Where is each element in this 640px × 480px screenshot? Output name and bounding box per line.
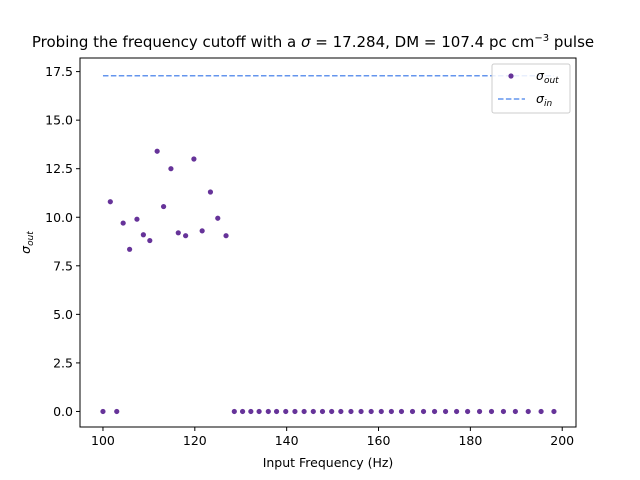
sigma-out-point	[488, 408, 495, 415]
sigma-out-point	[168, 166, 174, 172]
sigma-out-point	[107, 199, 113, 205]
sigma-out-point	[140, 232, 146, 238]
sigma-out-point	[147, 237, 153, 244]
sigma-out-point	[114, 408, 120, 415]
sigma-out-point	[338, 408, 344, 415]
sigma-out-point	[239, 408, 246, 415]
sigma-out-point	[453, 408, 460, 415]
sigma-out-point	[500, 408, 507, 415]
x-tick-label: 140	[275, 433, 299, 448]
y-tick-label: 7.5	[53, 258, 73, 273]
sigma-out-point	[442, 408, 449, 415]
sigma-out-point	[175, 230, 181, 236]
sigma-out-point	[265, 408, 271, 415]
sigma-out-point	[388, 408, 394, 415]
sigma-out-point	[134, 216, 140, 222]
sigma-out-point	[368, 408, 374, 415]
sigma-out-point	[512, 408, 518, 415]
sigma-out-point	[378, 408, 384, 415]
sigma-out-point	[191, 156, 197, 162]
y-tick-label: 0.0	[53, 404, 73, 419]
sigma-out-point	[199, 228, 205, 234]
x-tick-label: 120	[183, 433, 207, 448]
y-tick-label: 2.5	[53, 355, 73, 370]
legend-marker-sigma-out	[508, 73, 514, 79]
legend-label-sigma-in: σin	[536, 91, 552, 109]
sigma-out-point	[127, 246, 133, 252]
y-tick-label: 12.5	[45, 161, 73, 176]
legend-box	[491, 63, 571, 114]
sigma-out-point	[207, 189, 214, 195]
sigma-out-point	[154, 148, 160, 154]
sigma-out-point	[551, 408, 557, 415]
sigma-out-point	[215, 215, 221, 221]
x-axis-label: Input Frequency (Hz)	[263, 455, 394, 470]
x-tick-label: 160	[367, 433, 391, 448]
sigma-out-point	[358, 408, 364, 415]
sigma-out-point	[160, 203, 167, 210]
sigma-out-point	[319, 408, 326, 415]
sigma-out-point	[231, 408, 237, 415]
sigma-out-point	[301, 408, 307, 415]
legend-label-sigma-out: σout	[536, 68, 559, 86]
x-tick-label: 100	[91, 433, 115, 448]
y-tick-label: 5.0	[53, 307, 73, 322]
y-tick-label: 17.5	[45, 64, 73, 79]
sigma-out-point	[431, 408, 438, 415]
chart-title: Probing the frequency cutoff with a σ = …	[32, 33, 594, 51]
sigma-out-point	[409, 408, 416, 415]
sigma-out-point	[100, 408, 106, 415]
sigma-out-point	[538, 408, 544, 415]
sigma-out-point	[223, 233, 229, 239]
sigma-out-point	[248, 408, 254, 415]
sigma-out-point	[420, 408, 427, 415]
sigma-out-point	[465, 408, 471, 415]
sigma-out-point	[348, 408, 354, 415]
y-tick-label: 10.0	[45, 210, 73, 225]
legend: σout σin	[491, 63, 571, 114]
sigma-out-point	[476, 408, 483, 415]
sigma-out-point	[120, 220, 126, 226]
sigma-out-point	[283, 408, 289, 415]
sigma-out-point	[292, 408, 298, 415]
x-tick-label: 200	[550, 433, 574, 448]
x-tick-label: 180	[458, 433, 482, 448]
sigma-out-point	[329, 408, 335, 415]
sigma-out-point	[273, 408, 280, 415]
sigma-out-point	[525, 408, 531, 415]
y-tick-label: 15.0	[45, 113, 73, 128]
sigma-out-point	[310, 408, 316, 415]
y-axis-label: σout	[18, 231, 36, 254]
sigma-out-point	[183, 233, 189, 239]
sigma-out-point	[398, 408, 405, 415]
sigma-out-point	[256, 408, 262, 415]
plot-area-frame	[79, 57, 577, 428]
